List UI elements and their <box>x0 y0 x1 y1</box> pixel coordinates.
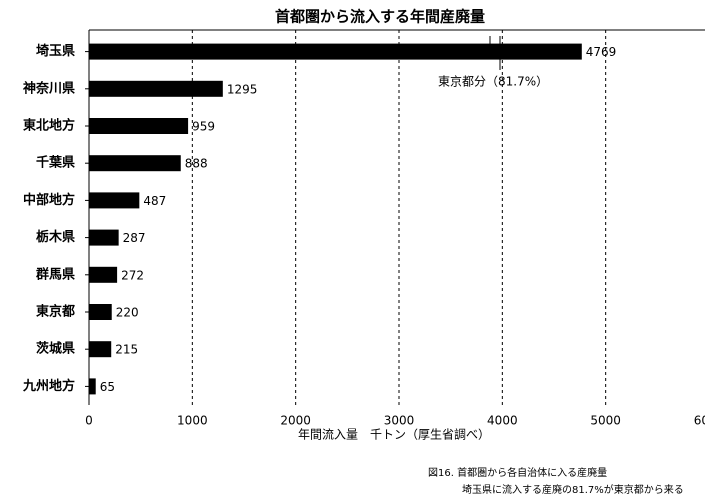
data-label: 272 <box>121 268 144 282</box>
y-tick-label: 群馬県 <box>36 266 75 282</box>
bar <box>89 43 582 60</box>
data-label: 215 <box>115 343 138 357</box>
bar <box>89 80 223 97</box>
bar <box>89 118 189 134</box>
data-label: 888 <box>185 157 208 171</box>
bar <box>89 192 140 209</box>
y-tick-label: 九州地方 <box>22 378 75 394</box>
y-tick-label: 神奈川県 <box>23 80 75 96</box>
x-tick-label: 2000 <box>280 414 311 428</box>
bar <box>89 266 118 283</box>
data-label: 287 <box>123 231 146 245</box>
bar <box>89 304 112 320</box>
x-tick-label: 3000 <box>384 414 415 428</box>
caption: 埼玉県に流入する産廃の81.7%が東京都から来る <box>462 483 684 496</box>
y-tick-label: 千葉県 <box>36 155 75 171</box>
caption: 図16. 首都圏から各自治体に入る産廃量 <box>428 466 607 479</box>
bar <box>89 155 181 172</box>
x-axis-label: 年間流入量 千トン（厚生省調べ） <box>298 428 490 442</box>
x-tick-label: 4000 <box>487 414 518 428</box>
data-label: 1295 <box>227 82 258 96</box>
chart-title: 首都圏から流入する年間産廃量 <box>275 8 485 26</box>
y-tick-label: 埼玉県 <box>36 43 75 59</box>
bar <box>89 229 119 246</box>
y-tick-label: 栃木県 <box>36 229 75 245</box>
x-tick-label: 5000 <box>590 414 621 428</box>
data-label: 959 <box>192 120 215 134</box>
data-label: 487 <box>143 194 166 208</box>
bar <box>89 341 112 358</box>
y-tick-label: 東京都 <box>36 304 75 320</box>
annotation: 東京都分（81.7%） <box>438 75 548 89</box>
x-tick-label: 0 <box>85 414 93 428</box>
data-label: 4769 <box>586 45 617 59</box>
data-label: 65 <box>100 380 115 394</box>
data-label: 220 <box>116 306 139 320</box>
y-tick-label: 東北地方 <box>23 118 75 134</box>
y-tick-label: 茨城県 <box>36 341 75 357</box>
bar <box>89 378 96 395</box>
y-tick-label: 中部地方 <box>23 192 75 208</box>
x-tick-label: 1000 <box>177 414 208 428</box>
x-tick-label: 6000 <box>694 414 705 428</box>
